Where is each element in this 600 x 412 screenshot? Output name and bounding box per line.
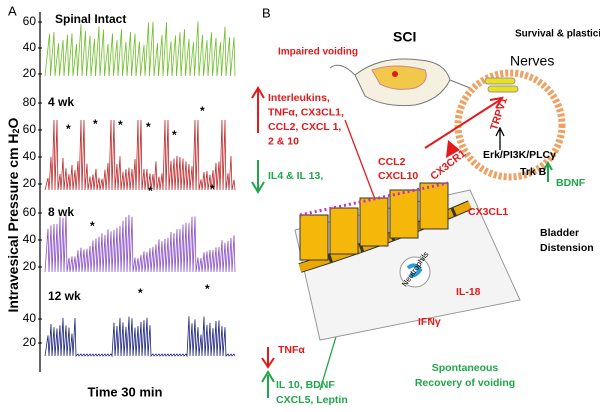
ccl-line: CCL2 [378, 156, 406, 168]
mouse [329, 58, 471, 107]
label: IL4 & IL 13, [268, 170, 323, 182]
label: BDNF [556, 177, 586, 189]
star: * [148, 184, 153, 198]
nerves-label: Nerves [510, 53, 554, 69]
y-tick-label: 60 [23, 14, 37, 28]
star: * [200, 104, 205, 118]
label: Trk B [520, 166, 547, 178]
sci-label: SCI [393, 29, 416, 45]
star: * [93, 117, 98, 131]
y-tick-label: 20 [23, 176, 37, 190]
star: * [210, 182, 215, 196]
panel-label: B [262, 5, 271, 20]
pressure-trace [44, 21, 236, 77]
trace-label: 8 wk [48, 205, 74, 219]
distension-line: Distension [540, 242, 594, 254]
y-tick-label: 40 [23, 149, 37, 163]
star: * [138, 286, 143, 300]
ccl-line: CXCL10 [378, 170, 418, 182]
il10-line: CXCL5, Leptin [276, 394, 348, 406]
up-list-line: Interleukins, [268, 92, 330, 104]
trace-label: 12 wk [48, 289, 81, 303]
star: * [205, 282, 210, 296]
y-tick-label: 40 [23, 232, 37, 246]
distension-line: Bladder [540, 227, 579, 239]
pressure-trace [44, 316, 236, 358]
trace-label: 4 wk [48, 95, 74, 109]
up-list-line: CCL2, CXCL 1, [268, 121, 341, 133]
recovery-line: Spontaneous [432, 362, 499, 374]
star: * [172, 128, 177, 142]
label: IFNγ [418, 316, 441, 328]
y-tick-label: 40 [23, 311, 37, 325]
receptor [446, 140, 460, 158]
y-tick-label: 40 [23, 40, 37, 54]
up-list-line: 2 & 10 [268, 135, 299, 147]
star: * [66, 122, 71, 136]
label: IL-18 [456, 286, 481, 298]
bladder-tissue [294, 181, 521, 341]
up-list-line: TNFα, CX3CL1, [268, 106, 344, 118]
y-tick-label: 20 [23, 259, 37, 273]
label: TNFα [278, 344, 305, 356]
star: * [90, 219, 95, 233]
panel-label: A [8, 3, 17, 18]
receptor [484, 77, 516, 85]
impaired-label: Impaired voiding [278, 47, 358, 58]
recovery-line: Recovery of voiding [415, 377, 515, 389]
y-tick-label: 20 [23, 66, 37, 80]
x-axis-title: Time 30 min [88, 384, 163, 399]
y-tick-label: 60 [23, 205, 37, 219]
y-tick-label: 80 [23, 95, 37, 109]
y-axis-title: Intravesical Pressure cm H2O [5, 117, 22, 312]
star: * [146, 120, 151, 134]
trace-label: Spinal Intact [55, 12, 126, 26]
pressure-trace [44, 119, 236, 191]
label: CX3CL1 [468, 206, 508, 218]
receptor [487, 85, 519, 93]
nerve-membrane [454, 69, 566, 181]
il10-line: IL 10, BDNF [276, 379, 335, 391]
y-tick-label: 60 [23, 122, 37, 136]
survival-label: Survival & plasticity [515, 29, 600, 40]
star: * [118, 118, 123, 132]
traces: Spinal Intact 60 40 20 4 wk 80 60 40 20 * * * * * * 8 w… [23, 12, 236, 358]
label: Erk/PI3K/PLCγ [483, 149, 556, 161]
pressure-trace [44, 213, 236, 273]
y-tick-label: 20 [23, 335, 37, 349]
